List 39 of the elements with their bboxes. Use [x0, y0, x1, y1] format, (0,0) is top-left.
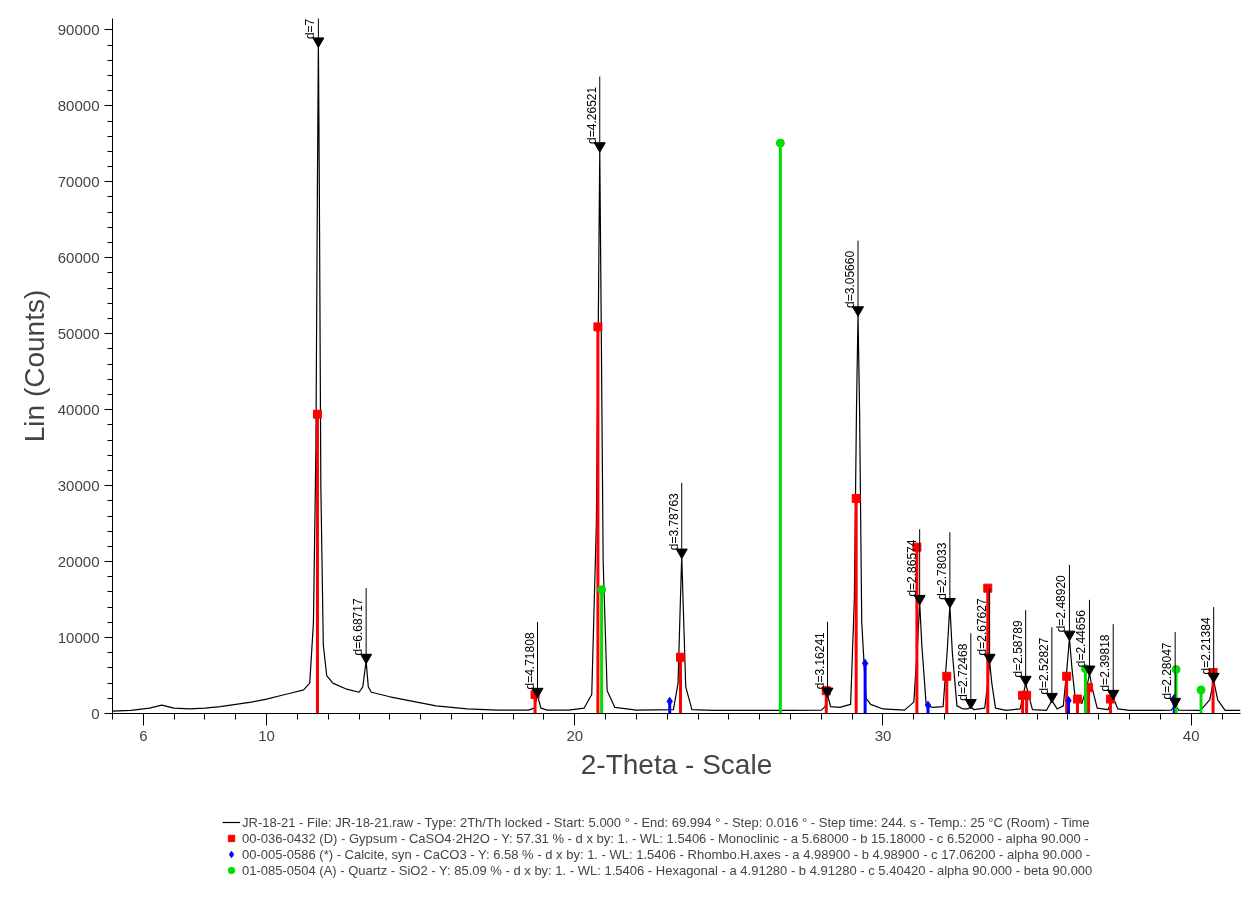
x-tick-label: 20	[566, 726, 584, 744]
y-tick-label: 50000	[57, 324, 100, 342]
annotation: d=2.86574	[904, 539, 919, 597]
x-tick-label: 30	[874, 726, 892, 744]
y-tick-label: 40000	[57, 400, 100, 418]
annotation: d=2.21384	[1198, 617, 1213, 675]
x-tick-label: 10	[258, 726, 275, 744]
y-tick-label: 80000	[57, 96, 100, 114]
legend-label: 00-036-0432 (D) - Gypsum - CaSO4·2H2O - Y: 57.31 % - d x by: 1. - WL: 1.5406 - Monoclinic - a 5.68000 - b 15.18000 - c 6.52000 - alpha 90.000 -	[242, 830, 1089, 846]
y-tick-label: 70000	[57, 172, 100, 190]
annotation: d=2.52827	[1036, 637, 1051, 695]
annotation: d=2.67627	[974, 598, 989, 656]
x-axis-title: 2-Theta - Scale	[580, 748, 773, 780]
annotation: d=7	[303, 18, 318, 40]
x-tick-label: 40	[1182, 726, 1200, 744]
y-tick-label: 10000	[57, 628, 100, 646]
annotation: d=3.16241	[812, 631, 827, 690]
y-tick-label: 60000	[57, 248, 100, 266]
annotation: d=2.44656	[1074, 609, 1089, 668]
annotation: d=2.58789	[1010, 620, 1025, 678]
legend-label: JR-18-21 - File: JR-18-21.raw - Type: 2Th/Th locked - Start: 5.000 ° - End: 69.994 ° - Step: 0.016 ° - Step time: 244. s - Temp.: 25 °C (Room) - Time	[242, 814, 1090, 830]
y-tick-label: 0	[91, 704, 100, 722]
annotation: d=2.48920	[1054, 574, 1069, 633]
annotation: d=2.72468	[955, 643, 970, 701]
annotation: d=4.71808	[522, 632, 537, 690]
annotation: d=2.39818	[1098, 634, 1113, 692]
annotation: d=2.28047	[1160, 642, 1175, 700]
annotation: d=6.68717	[351, 598, 366, 656]
y-tick-label: 90000	[57, 20, 100, 38]
y-tick-label: 30000	[57, 476, 100, 494]
legend-label: 00-005-0586 (*) - Calcite, syn - CaCO3 - Y: 6.58 % - d x by: 1. - WL: 1.5406 - Rhombo.H.axes - a 4.98900 - b 4.98900 - c 17.06200 - alpha 90.000 -	[242, 846, 1091, 862]
annotation: d=4.26521	[584, 86, 599, 144]
y-axis-title: Lin (Counts)	[18, 289, 50, 443]
annotation: d=2.78033	[934, 542, 949, 600]
annotation: d=3.05660	[843, 250, 858, 308]
legend-label: 01-085-0504 (A) - Quartz - SiO2 - Y: 85.09 % - d x by: 1. - WL: 1.5406 - Hexagonal - a 4.91280 - b 4.91280 - c 5.40420 - alpha 90.000 - beta 90.000	[242, 862, 1093, 878]
x-tick-label: 6	[139, 726, 148, 744]
annotation: d=3.78763	[666, 492, 681, 551]
y-tick-label: 20000	[57, 552, 100, 570]
